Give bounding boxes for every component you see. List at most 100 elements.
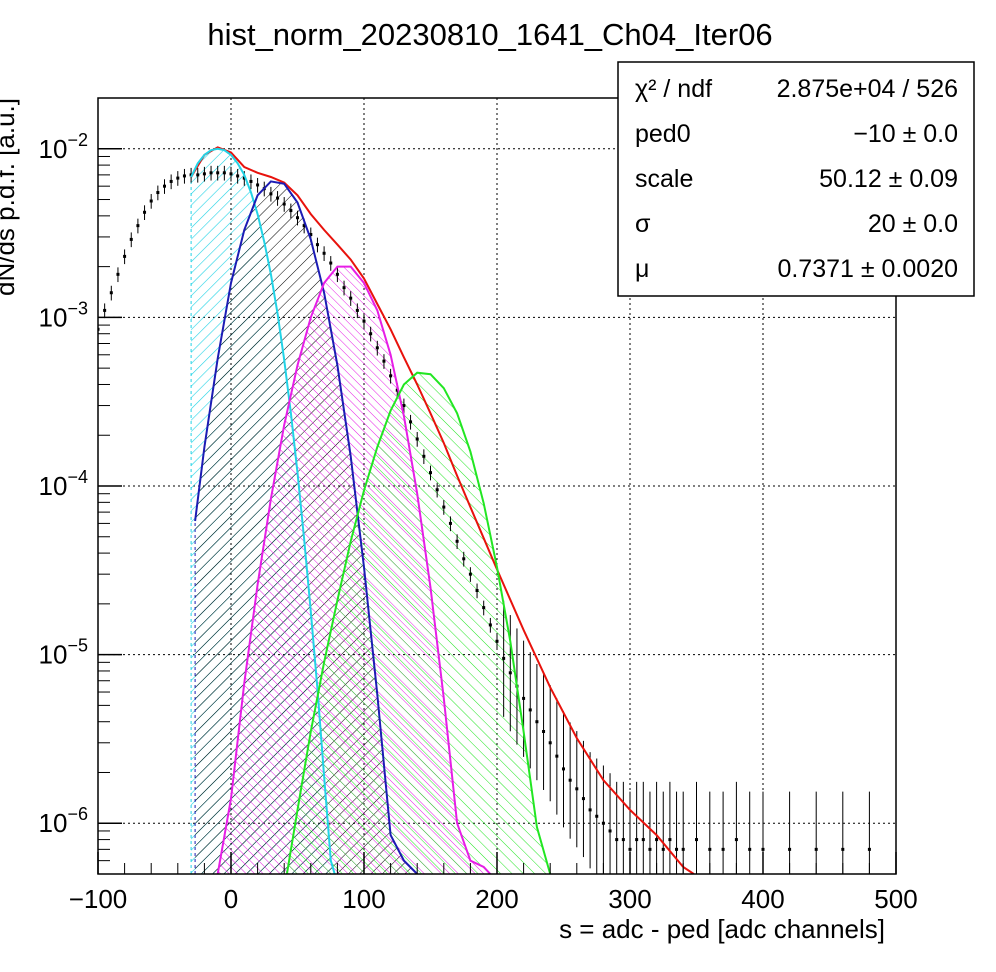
data-point: [216, 171, 220, 175]
y-tick-label: 10−4: [39, 467, 88, 501]
data-point: [788, 847, 792, 851]
stats-value: −10 ± 0.0: [853, 120, 958, 148]
data-point: [581, 797, 585, 801]
data-point: [668, 838, 672, 842]
data-point: [276, 196, 280, 200]
data-point: [143, 210, 147, 214]
data-point: [442, 505, 446, 509]
data-point: [149, 199, 153, 203]
data-point: [508, 671, 512, 675]
data-point: [415, 437, 419, 441]
x-tick-label: 500: [874, 884, 917, 914]
data-point: [721, 847, 725, 851]
x-axis-title: s = adc - ped [adc channels]: [559, 914, 885, 944]
data-point: [335, 272, 339, 276]
data-point: [163, 184, 166, 188]
data-point: [542, 729, 546, 733]
data-point: [362, 319, 366, 323]
data-point: [202, 172, 206, 176]
data-point: [103, 308, 107, 312]
stats-label: scale: [635, 165, 693, 193]
data-point: [761, 847, 765, 851]
data-point: [322, 251, 326, 255]
stats-value: 20 ± 0.0: [868, 210, 958, 238]
data-point: [355, 308, 359, 312]
data-point: [236, 174, 240, 178]
data-point: [568, 778, 572, 782]
y-axis-title: dN/ds p.d.f. [a.u.]: [0, 98, 20, 296]
data-point: [402, 404, 406, 408]
data-point: [296, 216, 299, 220]
data-point: [655, 838, 659, 842]
data-point: [422, 454, 426, 458]
x-tick-label: 300: [608, 884, 651, 914]
data-point: [675, 847, 679, 851]
data-point: [522, 696, 526, 700]
data-point: [349, 296, 353, 300]
total-fit-curve: [190, 146, 695, 874]
data-point: [382, 359, 386, 363]
stats-label: χ² / ndf: [635, 75, 712, 103]
data-point: [475, 589, 479, 593]
data-point: [455, 539, 459, 543]
x-tick-label: 400: [741, 884, 784, 914]
data-point: [196, 173, 200, 177]
data-point: [482, 606, 486, 610]
chart-title: hist_norm_20230810_1641_Ch04_Iter06: [207, 17, 772, 52]
data-point: [814, 847, 818, 851]
data-point: [641, 838, 645, 842]
data-point: [109, 291, 113, 295]
component-curve-black: [194, 180, 418, 874]
x-tick-label: 200: [475, 884, 518, 914]
data-point: [502, 656, 506, 660]
data-point: [249, 179, 253, 183]
data-point: [595, 814, 599, 818]
data-point: [269, 192, 273, 196]
data-point: [282, 202, 286, 206]
stats-value: 0.7371 ± 0.0020: [777, 255, 958, 283]
data-point: [621, 838, 625, 842]
data-point: [429, 471, 432, 475]
stats-label: σ: [635, 210, 651, 238]
data-point: [329, 261, 333, 265]
data-point: [176, 176, 180, 180]
data-point: [695, 838, 698, 842]
data-point: [289, 209, 293, 213]
data-point: [608, 829, 612, 833]
data-point: [601, 821, 605, 825]
component-curve-cyan: [190, 147, 336, 874]
stats-box-frame: [617, 61, 975, 297]
data-point: [548, 741, 552, 745]
x-tick-label: 100: [342, 884, 385, 914]
data-point: [156, 191, 160, 195]
data-point: [734, 838, 738, 842]
data-point: [528, 708, 532, 712]
data-point: [555, 754, 559, 758]
data-point: [222, 171, 226, 175]
data-point: [628, 847, 632, 851]
stats-value: 2.875e+04 / 526: [777, 75, 958, 103]
x-tick-label: 0: [224, 884, 238, 914]
data-point: [435, 488, 439, 492]
axes: −100 0 100 200 300 400 500 10−2 10−3 10−4 10−5 10−6: [39, 97, 918, 914]
stats-box: χ² / ndf 2.875e+04 / 526 ped0 −10 ± 0.0 scal…: [617, 61, 975, 297]
data-point: [129, 237, 133, 241]
data-point: [841, 847, 845, 851]
component-curve-magenta: [216, 265, 492, 874]
stats-label: μ: [635, 255, 649, 283]
data-point: [575, 787, 579, 791]
data-point: [495, 639, 499, 643]
data-point: [681, 847, 685, 851]
y-tick-label: 10−3: [39, 298, 88, 332]
data-point: [535, 720, 539, 724]
data-point: [242, 176, 246, 180]
data-point: [315, 243, 319, 247]
data-point: [123, 254, 127, 258]
data-point: [256, 183, 260, 187]
data-point: [209, 171, 213, 175]
component-fill-green: [286, 372, 551, 874]
y-tick-label: 10−2: [39, 130, 88, 164]
x-tick-label: −100: [69, 884, 128, 914]
fit-curves: [190, 146, 695, 874]
